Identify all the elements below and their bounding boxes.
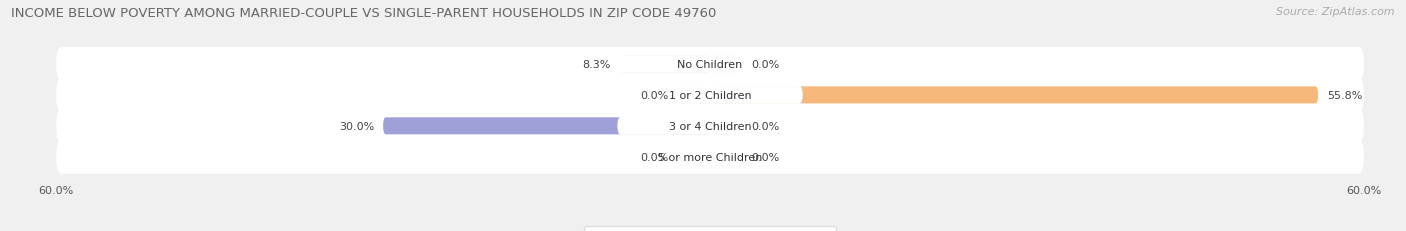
Text: 8.3%: 8.3% [582, 60, 610, 70]
FancyBboxPatch shape [617, 148, 803, 166]
FancyBboxPatch shape [710, 118, 742, 135]
FancyBboxPatch shape [56, 79, 1364, 112]
Text: 0.0%: 0.0% [751, 121, 780, 131]
Text: No Children: No Children [678, 60, 742, 70]
FancyBboxPatch shape [678, 149, 710, 166]
FancyBboxPatch shape [678, 87, 710, 104]
FancyBboxPatch shape [620, 56, 710, 73]
Text: Source: ZipAtlas.com: Source: ZipAtlas.com [1277, 7, 1395, 17]
Text: 0.0%: 0.0% [640, 91, 669, 100]
Legend: Married Couples, Single Parents: Married Couples, Single Parents [585, 226, 835, 231]
FancyBboxPatch shape [56, 140, 1364, 174]
Text: 0.0%: 0.0% [640, 152, 669, 162]
Text: 30.0%: 30.0% [339, 121, 374, 131]
Text: 5 or more Children: 5 or more Children [658, 152, 762, 162]
FancyBboxPatch shape [617, 118, 803, 135]
FancyBboxPatch shape [56, 48, 1364, 82]
Text: 0.0%: 0.0% [751, 60, 780, 70]
FancyBboxPatch shape [710, 87, 1317, 104]
FancyBboxPatch shape [617, 87, 803, 104]
FancyBboxPatch shape [56, 109, 1364, 143]
Text: 3 or 4 Children: 3 or 4 Children [669, 121, 751, 131]
FancyBboxPatch shape [382, 118, 710, 135]
FancyBboxPatch shape [710, 149, 742, 166]
Text: 55.8%: 55.8% [1327, 91, 1362, 100]
Text: INCOME BELOW POVERTY AMONG MARRIED-COUPLE VS SINGLE-PARENT HOUSEHOLDS IN ZIP COD: INCOME BELOW POVERTY AMONG MARRIED-COUPL… [11, 7, 717, 20]
FancyBboxPatch shape [710, 56, 742, 73]
FancyBboxPatch shape [617, 56, 803, 73]
Text: 1 or 2 Children: 1 or 2 Children [669, 91, 751, 100]
Text: 0.0%: 0.0% [751, 152, 780, 162]
